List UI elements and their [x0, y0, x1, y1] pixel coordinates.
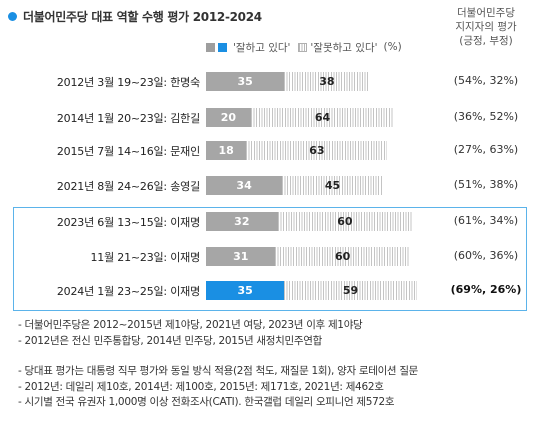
- chart-legend: '잘하고 있다' '잘못하고 있다' (%): [206, 40, 402, 54]
- negative-bar: [284, 72, 370, 91]
- negative-value-label: 60: [337, 215, 353, 228]
- positive-bar: [206, 141, 247, 160]
- negative-value-label: 63: [309, 144, 325, 157]
- supporter-eval-value: (54%, 32%): [453, 74, 519, 87]
- supporter-eval-value: (69%, 26%): [450, 283, 522, 296]
- supporter-eval-value: (36%, 52%): [453, 110, 519, 123]
- legend-gray-swatch-icon: [206, 42, 215, 52]
- row-label: 2021년 8월 24~26일: 송영길: [56, 180, 200, 193]
- supporter-eval-header-line-1: 더불어민주당: [457, 7, 515, 19]
- positive-value-label: 34: [236, 179, 252, 192]
- positive-value-label: 18: [218, 144, 234, 157]
- supporter-eval-value: (27%, 63%): [453, 143, 519, 156]
- supporter-eval-value: (51%, 38%): [453, 178, 519, 191]
- row-label: 2012년 3월 19~23일: 한명숙: [56, 76, 200, 89]
- negative-bar: [284, 281, 417, 300]
- footnote: - 더불어민주당은 2012~2015년 제1야당, 2021년 여당, 202…: [18, 319, 363, 331]
- lee-jaemyung-highlight-frame: [13, 207, 527, 311]
- legend-blue-swatch-icon: [218, 42, 227, 52]
- negative-value-label: 45: [324, 179, 341, 192]
- title-bullet-icon: [8, 11, 17, 21]
- positive-value-label: 31: [233, 250, 249, 263]
- legend-positive-label: '잘하고 있다': [233, 41, 291, 54]
- supporter-eval-header-line-3: (긍정, 부정): [459, 35, 513, 47]
- supporter-eval-header-line-2: 지지자의 평가: [455, 21, 517, 33]
- supporter-eval-value: (60%, 36%): [453, 249, 519, 262]
- positive-bar: [206, 212, 278, 231]
- legend-negative-label: '잘못하고 있다': [310, 41, 378, 54]
- footnotes: - 더불어민주당은 2012~2015년 제1야당, 2021년 여당, 202…: [18, 318, 418, 411]
- footnote: - 2012년은 전신 민주통합당, 2014년 민주당, 2015년 새정치민…: [18, 334, 322, 347]
- positive-value-label: 32: [234, 215, 250, 228]
- footnote: - 시기별 전국 유권자 1,000명 이상 전화조사(CATI). 한국갤럽 …: [18, 396, 395, 408]
- row-label: 2014년 1월 20~23일: 김한길: [56, 112, 200, 125]
- footnote: - 2012년: 데일리 제10호, 2014년: 제100호, 2015년: …: [18, 380, 384, 393]
- negative-bar: [275, 247, 410, 266]
- row-label: 11월 21~23일: 이재명: [90, 251, 200, 264]
- negative-bar: [246, 141, 388, 160]
- negative-bar: [282, 176, 383, 195]
- chart-header: 더불어민주당 대표 역할 수행 평가 2012-2024: [8, 8, 262, 24]
- supporter-eval-value: (61%, 34%): [453, 214, 519, 227]
- positive-value-label: 35: [237, 284, 253, 297]
- chart-title: 더불어민주당 대표 역할 수행 평가 2012-2024: [23, 9, 262, 24]
- row-label: 2015년 7월 14~16일: 문재인: [56, 145, 200, 158]
- positive-bar: [206, 108, 251, 127]
- positive-bar: [206, 72, 285, 91]
- negative-value-label: 60: [334, 250, 351, 263]
- legend-hatch-swatch-icon: [298, 42, 308, 52]
- supporter-eval-header: 더불어민주당 지지자의 평가 (긍정, 부정): [436, 6, 536, 48]
- negative-value-label: 59: [342, 284, 359, 297]
- negative-bar: [250, 108, 395, 127]
- negative-value-label: 38: [319, 75, 335, 88]
- row-label: 2023년 6월 13~15일: 이재명: [56, 216, 200, 229]
- row-label: 2024년 1월 23~25일: 이재명: [56, 285, 200, 298]
- footnote: - 당대표 평가는 대통령 직무 평가와 동일 방식 적용(2점 척도, 재질문…: [18, 365, 419, 377]
- negative-bar: [277, 212, 413, 231]
- positive-bar: [206, 176, 283, 195]
- positive-bar: [206, 281, 285, 300]
- negative-value-label: 64: [314, 111, 331, 124]
- positive-bar: [206, 247, 276, 266]
- positive-value-label: 35: [237, 75, 253, 88]
- positive-value-label: 20: [220, 111, 237, 124]
- legend-unit: (%): [383, 41, 402, 53]
